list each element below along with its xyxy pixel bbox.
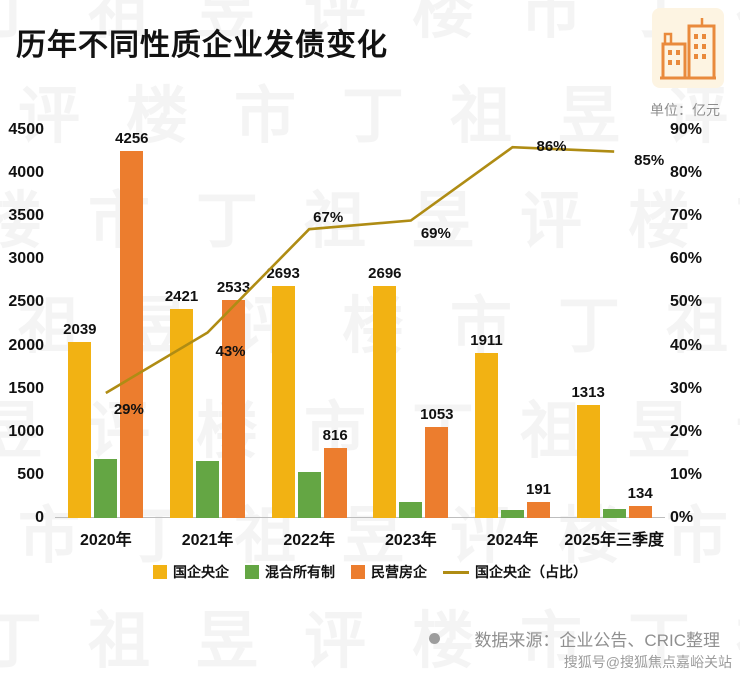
legend-line-swatch xyxy=(443,570,469,574)
bar-value-label: 816 xyxy=(322,426,348,444)
legend-item: 国企央企 xyxy=(153,562,229,582)
bar-国企央企 xyxy=(271,285,295,518)
legend-item: 国企央企（占比） xyxy=(443,562,587,582)
y-right-tick: 80% xyxy=(670,164,703,182)
y-right-tick: 0% xyxy=(670,509,694,526)
y-left-tick: 0 xyxy=(35,509,44,526)
unit-label: 单位：亿元 xyxy=(650,102,720,118)
x-axis-label: 2024年 xyxy=(486,532,539,549)
y-right-tick: 70% xyxy=(670,207,703,225)
bar-value-label: 4256 xyxy=(115,130,149,148)
data-source-text: 数据来源：企业公告、CRIC整理 xyxy=(474,631,720,650)
y-right-tick: 10% xyxy=(670,465,703,483)
y-right-tick: 60% xyxy=(670,250,703,268)
plot-area: 2039 2421 2693 2696 1911 1313 4256 2533 816 1053 1… xyxy=(55,130,665,518)
bar-value-label: 2696 xyxy=(368,264,402,282)
legend-label: 国企央企 xyxy=(173,564,229,580)
bar-value-label: 2039 xyxy=(63,321,97,339)
y-left-tick: 500 xyxy=(17,465,44,483)
line-pct-label: 85% xyxy=(634,151,665,169)
bar-国企央企 xyxy=(475,353,498,518)
bar-value-label: 1053 xyxy=(420,406,454,424)
y-left-tick: 2000 xyxy=(8,336,44,354)
y-right-tick: 40% xyxy=(670,336,703,354)
legend-square-swatch xyxy=(351,565,365,579)
ratio-line xyxy=(105,145,615,395)
bar-国企央企 xyxy=(373,285,397,518)
bar-混合所有制 xyxy=(297,472,321,518)
legend-label: 民营房企 xyxy=(371,564,427,580)
y-left-tick: 1000 xyxy=(8,422,44,440)
legend-label: 混合所有制 xyxy=(265,564,335,580)
bullet-dot-icon xyxy=(429,633,441,644)
y-right-tick: 30% xyxy=(670,379,703,397)
bar-value-label: 2693 xyxy=(266,264,300,282)
bar-value-label: 2533 xyxy=(216,278,251,296)
line-pct-label: 69% xyxy=(420,224,451,242)
brand-icon-container xyxy=(652,8,724,88)
bar-value-label: 2421 xyxy=(164,288,199,306)
y-right-tick: 90% xyxy=(670,121,703,138)
bar-value-label: 134 xyxy=(627,485,653,503)
line-pct-label: 29% xyxy=(113,400,144,418)
y-left-tick: 3000 xyxy=(8,250,44,268)
bar-混合所有制 xyxy=(602,508,626,518)
line-pct-label: 43% xyxy=(215,342,246,360)
bar-民营房企 xyxy=(120,151,144,518)
bar-混合所有制 xyxy=(501,510,524,518)
x-axis-line xyxy=(55,517,665,518)
legend-label: 国企央企（占比） xyxy=(475,564,587,580)
bar-民营房企 xyxy=(628,506,652,518)
bar-value-label: 191 xyxy=(525,480,552,498)
footer: 数据来源：企业公告、CRIC整理 xyxy=(429,626,720,651)
y-left-tick: 2500 xyxy=(8,293,44,311)
y-axis-left: 0 500 1000 1500 2000 2500 3000 3500 4000 4500 xyxy=(0,121,48,526)
x-axis-label: 2022年 xyxy=(283,532,335,549)
y-left-tick: 3500 xyxy=(8,207,44,225)
bar-国企央企 xyxy=(576,404,600,518)
x-axis-label: 2020年 xyxy=(80,532,132,549)
x-axis-labels: 2020年 2021年 2022年 2023年 2024年 2025年三季度 xyxy=(55,526,665,550)
bar-混合所有制 xyxy=(399,501,423,518)
legend: 国企央企 混合所有制 民营房企 国企央企（占比） xyxy=(0,562,740,582)
y-left-tick: 4000 xyxy=(8,164,44,182)
buildings-icon xyxy=(660,18,716,80)
legend-item: 混合所有制 xyxy=(245,562,335,582)
x-axis-label: 2021年 xyxy=(181,532,234,549)
credit-text: 搜狐号@搜狐焦点嘉峪关站 xyxy=(563,654,732,670)
bar-民营房企 xyxy=(527,501,550,518)
bar-value-label: 1911 xyxy=(470,332,503,350)
bar-国企央企 xyxy=(170,309,193,518)
y-right-tick: 20% xyxy=(670,422,703,440)
bar-混合所有制 xyxy=(196,461,219,518)
legend-item: 民营房企 xyxy=(351,562,427,582)
legend-square-swatch xyxy=(153,565,167,579)
bar-民营房企 xyxy=(323,447,347,518)
bar-混合所有制 xyxy=(94,459,118,518)
y-right-tick: 50% xyxy=(670,293,703,311)
y-axis-right: 0% 10% 20% 30% 40% 50% 60% 70% 80% 90% xyxy=(670,121,736,526)
x-axis-label: 2023年 xyxy=(385,532,437,549)
line-pct-label: 86% xyxy=(536,138,567,156)
bar-民营房企 xyxy=(222,299,245,518)
bar-民营房企 xyxy=(425,427,449,518)
x-axis-label: 2025年三季度 xyxy=(564,532,664,549)
legend-square-swatch xyxy=(245,565,259,579)
page-title: 历年不同性质企业发债变化 xyxy=(16,29,388,62)
bar-value-label: 1313 xyxy=(571,383,605,401)
bar-国企央企 xyxy=(68,342,92,518)
y-left-tick: 1500 xyxy=(8,379,44,397)
y-left-tick: 4500 xyxy=(8,121,44,138)
line-pct-label: 67% xyxy=(313,209,344,227)
